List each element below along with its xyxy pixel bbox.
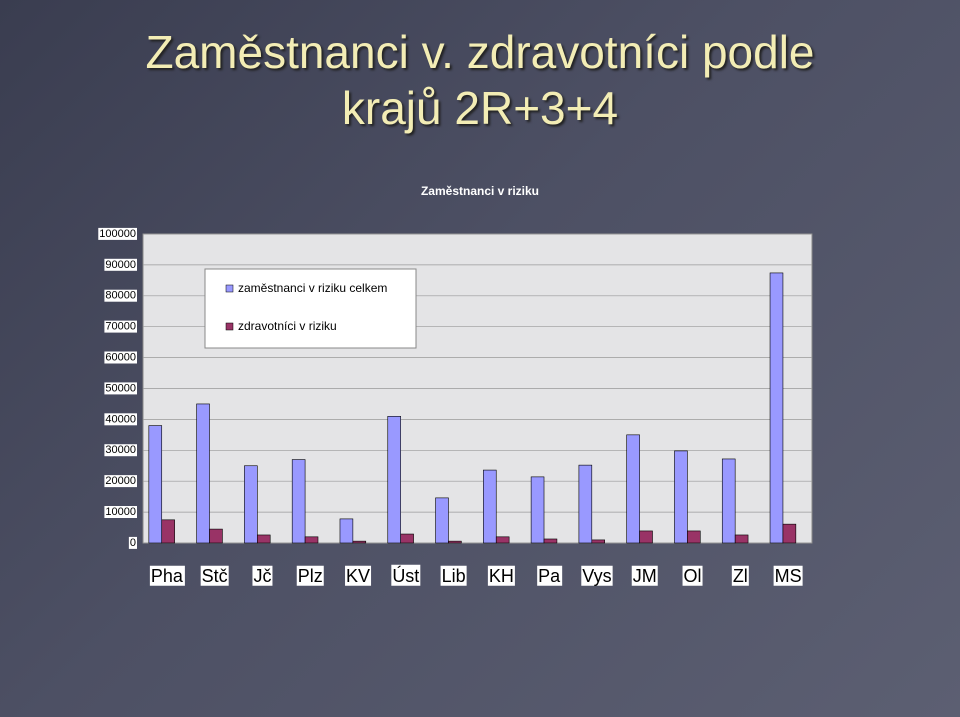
label-background [104, 475, 137, 488]
label-background [682, 565, 703, 586]
y-tick-label: 0 [130, 537, 136, 549]
label-background [345, 565, 372, 586]
label-background [252, 565, 273, 586]
bar [543, 538, 558, 544]
label-background [731, 565, 749, 586]
y-tick-label: 80000 [105, 290, 136, 302]
label-background [104, 382, 137, 395]
y-tick-label: 20000 [105, 475, 136, 487]
label-background [391, 564, 421, 586]
label-background [581, 565, 613, 586]
label-background [98, 227, 137, 240]
x-tick-label: Plz [298, 566, 323, 586]
label-background [104, 444, 137, 457]
y-tick-label: 60000 [105, 352, 136, 364]
x-tick-label: Úst [392, 565, 419, 586]
bar [495, 536, 510, 544]
label-background [773, 565, 803, 586]
y-tick-label: 40000 [105, 413, 136, 425]
x-tick-label: Stč [202, 566, 228, 586]
legend-swatch [225, 284, 234, 293]
x-tick-label: Ol [684, 566, 702, 586]
bar [769, 272, 784, 544]
x-tick-label: Pha [151, 566, 184, 586]
label-background [200, 565, 229, 586]
bar [782, 523, 797, 544]
label-background [104, 506, 137, 519]
y-tick-label: 100000 [99, 228, 136, 240]
legend-label: zdravotníci v riziku [238, 319, 337, 333]
bar [591, 539, 606, 544]
bar [626, 434, 640, 544]
x-tick-label: Pa [538, 566, 561, 586]
bar [304, 536, 319, 544]
bar [148, 425, 163, 544]
label-background [104, 289, 137, 302]
bar [339, 518, 354, 544]
label-background [128, 536, 137, 549]
x-tick-label: Zl [733, 566, 748, 586]
bar [291, 459, 306, 544]
title-line: krajů 2R+3+4 [341, 82, 619, 134]
label-background [487, 565, 515, 586]
legend [204, 268, 417, 349]
x-tick-label: Jč [253, 566, 271, 586]
label-background [149, 565, 185, 586]
label-background [104, 258, 137, 271]
bar [400, 533, 414, 544]
y-tick-label: 10000 [105, 506, 136, 518]
label-background [440, 565, 467, 586]
label-background [631, 565, 658, 586]
bar [734, 534, 749, 544]
bar [483, 469, 497, 544]
label-background [296, 565, 324, 586]
bar [161, 519, 175, 544]
label-background [104, 320, 137, 333]
bar [435, 497, 449, 544]
bar [257, 534, 271, 544]
bar [578, 464, 593, 544]
bar [639, 530, 653, 544]
x-tick-label: MS [775, 566, 802, 586]
bar [352, 540, 367, 544]
bar [448, 540, 462, 544]
bar [196, 403, 210, 544]
y-tick-label: 70000 [105, 321, 136, 333]
label-background [104, 351, 137, 364]
chart-title: Zaměstnanci v riziku [421, 184, 539, 198]
bar [721, 458, 736, 544]
x-tick-label: Vys [582, 566, 611, 586]
x-tick-label: Lib [442, 566, 466, 586]
label-background [104, 413, 137, 426]
x-tick-label: JM [633, 566, 657, 586]
legend-swatch [225, 322, 234, 331]
slide-title: Zaměstnanci v. zdravotníci podle krajů 2… [0, 24, 960, 136]
legend-label: zaměstnanci v riziku celkem [238, 281, 387, 295]
bar [530, 476, 545, 544]
bar [387, 416, 401, 544]
y-tick-label: 90000 [105, 259, 136, 271]
x-tick-label: KV [346, 566, 370, 586]
bar [674, 450, 688, 544]
label-background [537, 565, 563, 586]
title-line: Zaměstnanci v. zdravotníci podle [145, 26, 815, 78]
x-tick-label: KH [489, 566, 514, 586]
y-tick-label: 50000 [105, 382, 136, 394]
bar [687, 530, 701, 544]
bar [209, 528, 223, 544]
y-tick-label: 30000 [105, 444, 136, 456]
bar [244, 465, 258, 544]
